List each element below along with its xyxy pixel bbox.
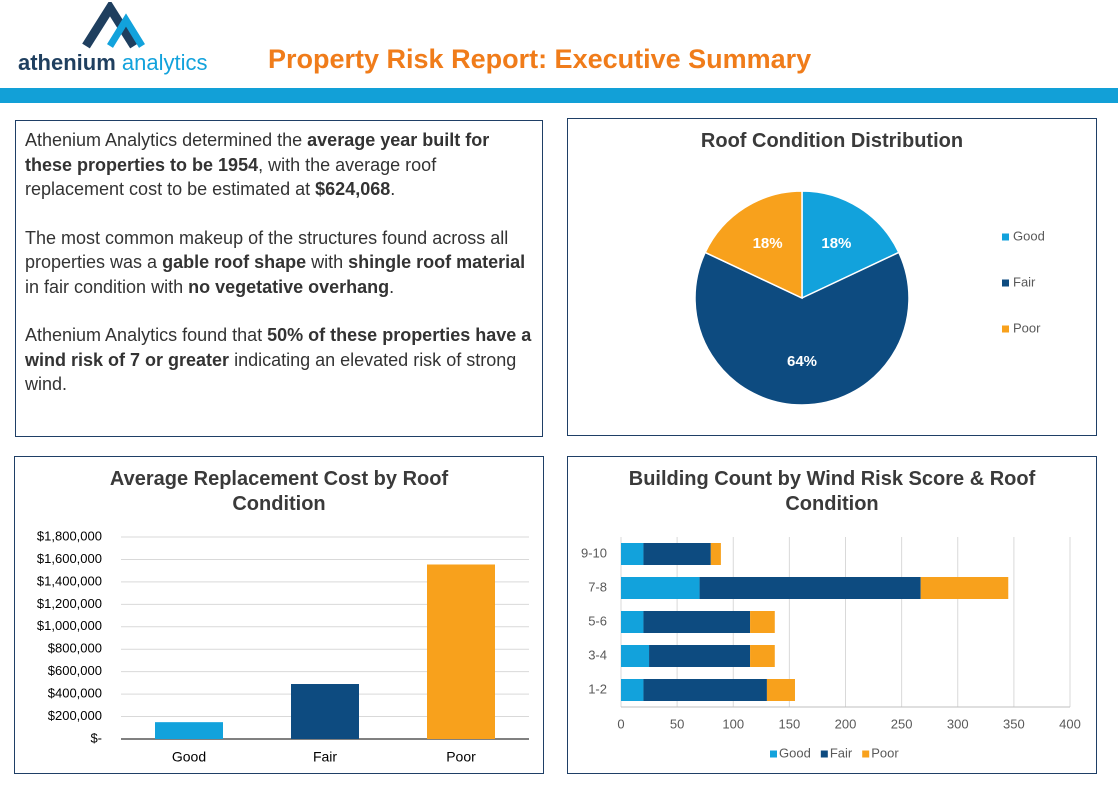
legend-swatch — [1002, 233, 1009, 241]
chart-title: Building Count by Wind Risk Score & Roof… — [628, 468, 1036, 515]
summary-panel: Athenium Analytics determined the averag… — [15, 120, 543, 437]
chart-title: Average Replacement Cost by Roof Conditi… — [109, 468, 449, 515]
report-title: Property Risk Report: Executive Summary — [268, 44, 812, 74]
text: The most common makeup of the structures… — [25, 227, 509, 273]
bar-segment — [643, 611, 751, 633]
paragraph: The most common makeup of the structures… — [25, 226, 533, 300]
x-tick-label: 200 — [835, 716, 857, 731]
chart-panel: Average Replacement Cost by Roof Conditi… — [14, 456, 544, 774]
chart-panel: Building Count by Wind Risk Score & Roof… — [567, 456, 1097, 774]
bar-segment — [710, 543, 721, 565]
bold-text: 50% of these properties have a wind risk… — [25, 325, 532, 370]
bold-text: no vegetative overhang — [188, 276, 390, 297]
logo-bold: athenium — [18, 50, 116, 75]
text: . — [389, 276, 395, 297]
y-tick-label: 9-10 — [581, 545, 607, 560]
bar-segment — [750, 645, 775, 667]
x-tick-label: 100 — [722, 716, 744, 731]
x-tick-label: 400 — [1059, 716, 1081, 731]
paragraph: Athenium Analytics found that 50% of the… — [25, 323, 533, 397]
x-tick-label: 0 — [617, 716, 624, 731]
chart: 0 50 100 150 200 250 300 350 400 1-2 3-4 5-6 7-8 9-10… — [581, 537, 1081, 760]
legend-label: Good — [1013, 228, 1045, 243]
x-tick-label: 50 — [670, 716, 684, 731]
text: Athenium Analytics determined the — [25, 130, 308, 150]
y-tick-label: $800,000 — [48, 641, 102, 656]
data-label: 64% — [787, 353, 817, 370]
legend-label: Poor — [871, 745, 899, 760]
data-label: 18% — [821, 235, 851, 252]
text: in fair condition with — [25, 276, 189, 297]
bar-segment — [621, 679, 644, 701]
y-tick-label: $1,600,000 — [37, 551, 102, 566]
pie-slice — [801, 190, 900, 300]
bold-text: average year built for these properties … — [25, 130, 490, 175]
bar-segment — [621, 645, 650, 667]
legend-swatch — [820, 750, 828, 758]
bold-text: gable roof shape — [162, 252, 307, 272]
data-label: 18% — [753, 235, 783, 252]
x-tick-label: Good — [172, 749, 206, 765]
bar — [427, 564, 495, 739]
x-tick-label: 300 — [947, 716, 969, 731]
text: , with the average roof replacement cost… — [25, 154, 437, 200]
text: Athenium Analytics found that — [25, 325, 268, 345]
y-tick-label: $1,000,000 — [37, 618, 102, 633]
x-tick-label: 150 — [779, 716, 801, 731]
y-tick-label: $1,400,000 — [37, 573, 102, 588]
y-tick-label: $- — [90, 730, 102, 745]
legend-swatch — [862, 750, 870, 758]
x-tick-label: Poor — [446, 749, 476, 765]
legend-label: Fair — [1013, 274, 1036, 289]
bar-segment — [920, 577, 1009, 599]
x-tick-label: Fair — [313, 749, 337, 765]
bar-segment — [766, 679, 795, 701]
y-tick-label: $400,000 — [48, 686, 102, 701]
bar — [155, 722, 223, 739]
chart: $- $200,000 $400,000 $600,000 $800,000 $1,000… — [37, 528, 529, 765]
bold-text: $624,068 — [315, 179, 391, 199]
bar-segment — [621, 611, 644, 633]
text: . — [390, 179, 396, 199]
chart: 18% 64% 18% Good Fair Poor — [694, 190, 1045, 406]
pie-slice — [704, 190, 803, 300]
text: indicating an elevated risk of strong wi… — [25, 349, 517, 395]
x-tick-label: 250 — [891, 716, 913, 731]
legend-swatch — [770, 750, 777, 758]
bar-segment — [649, 645, 751, 667]
y-tick-label: 7-8 — [588, 579, 607, 594]
y-tick-label: $1,800,000 — [37, 528, 102, 543]
header-bar — [0, 88, 1118, 103]
legend-label: Fair — [830, 745, 853, 760]
chart-title: Roof Condition Distribution — [700, 130, 964, 152]
legend-swatch — [1002, 279, 1009, 287]
bar-segment — [750, 611, 775, 633]
bar-segment — [699, 577, 921, 599]
x-tick-label: 350 — [1003, 716, 1025, 731]
paragraph: Athenium Analytics determined the averag… — [25, 128, 533, 202]
bar-segment — [643, 679, 767, 701]
legend-swatch — [1002, 325, 1009, 333]
pie-slice — [694, 251, 910, 406]
text: with — [306, 252, 349, 272]
y-tick-label: $600,000 — [48, 663, 102, 678]
bar-segment — [643, 543, 711, 565]
y-tick-label: $200,000 — [48, 708, 102, 723]
bar — [291, 684, 359, 739]
logo-text: athenium analytics — [18, 50, 208, 76]
y-tick-label: 1-2 — [588, 681, 607, 696]
chart-panel: Roof Condition Distribution 18% 64% 18% Good… — [567, 118, 1097, 436]
y-tick-label: $1,200,000 — [37, 596, 102, 611]
bar-segment — [621, 543, 644, 565]
bold-text: shingle roof material — [348, 252, 526, 272]
legend-label: Good — [779, 745, 811, 760]
bar-segment — [621, 577, 700, 599]
logo-icon — [82, 2, 145, 49]
y-tick-label: 3-4 — [588, 647, 607, 662]
y-tick-label: 5-6 — [588, 613, 607, 628]
logo-light: analytics — [121, 50, 208, 75]
legend-label: Poor — [1013, 320, 1041, 335]
